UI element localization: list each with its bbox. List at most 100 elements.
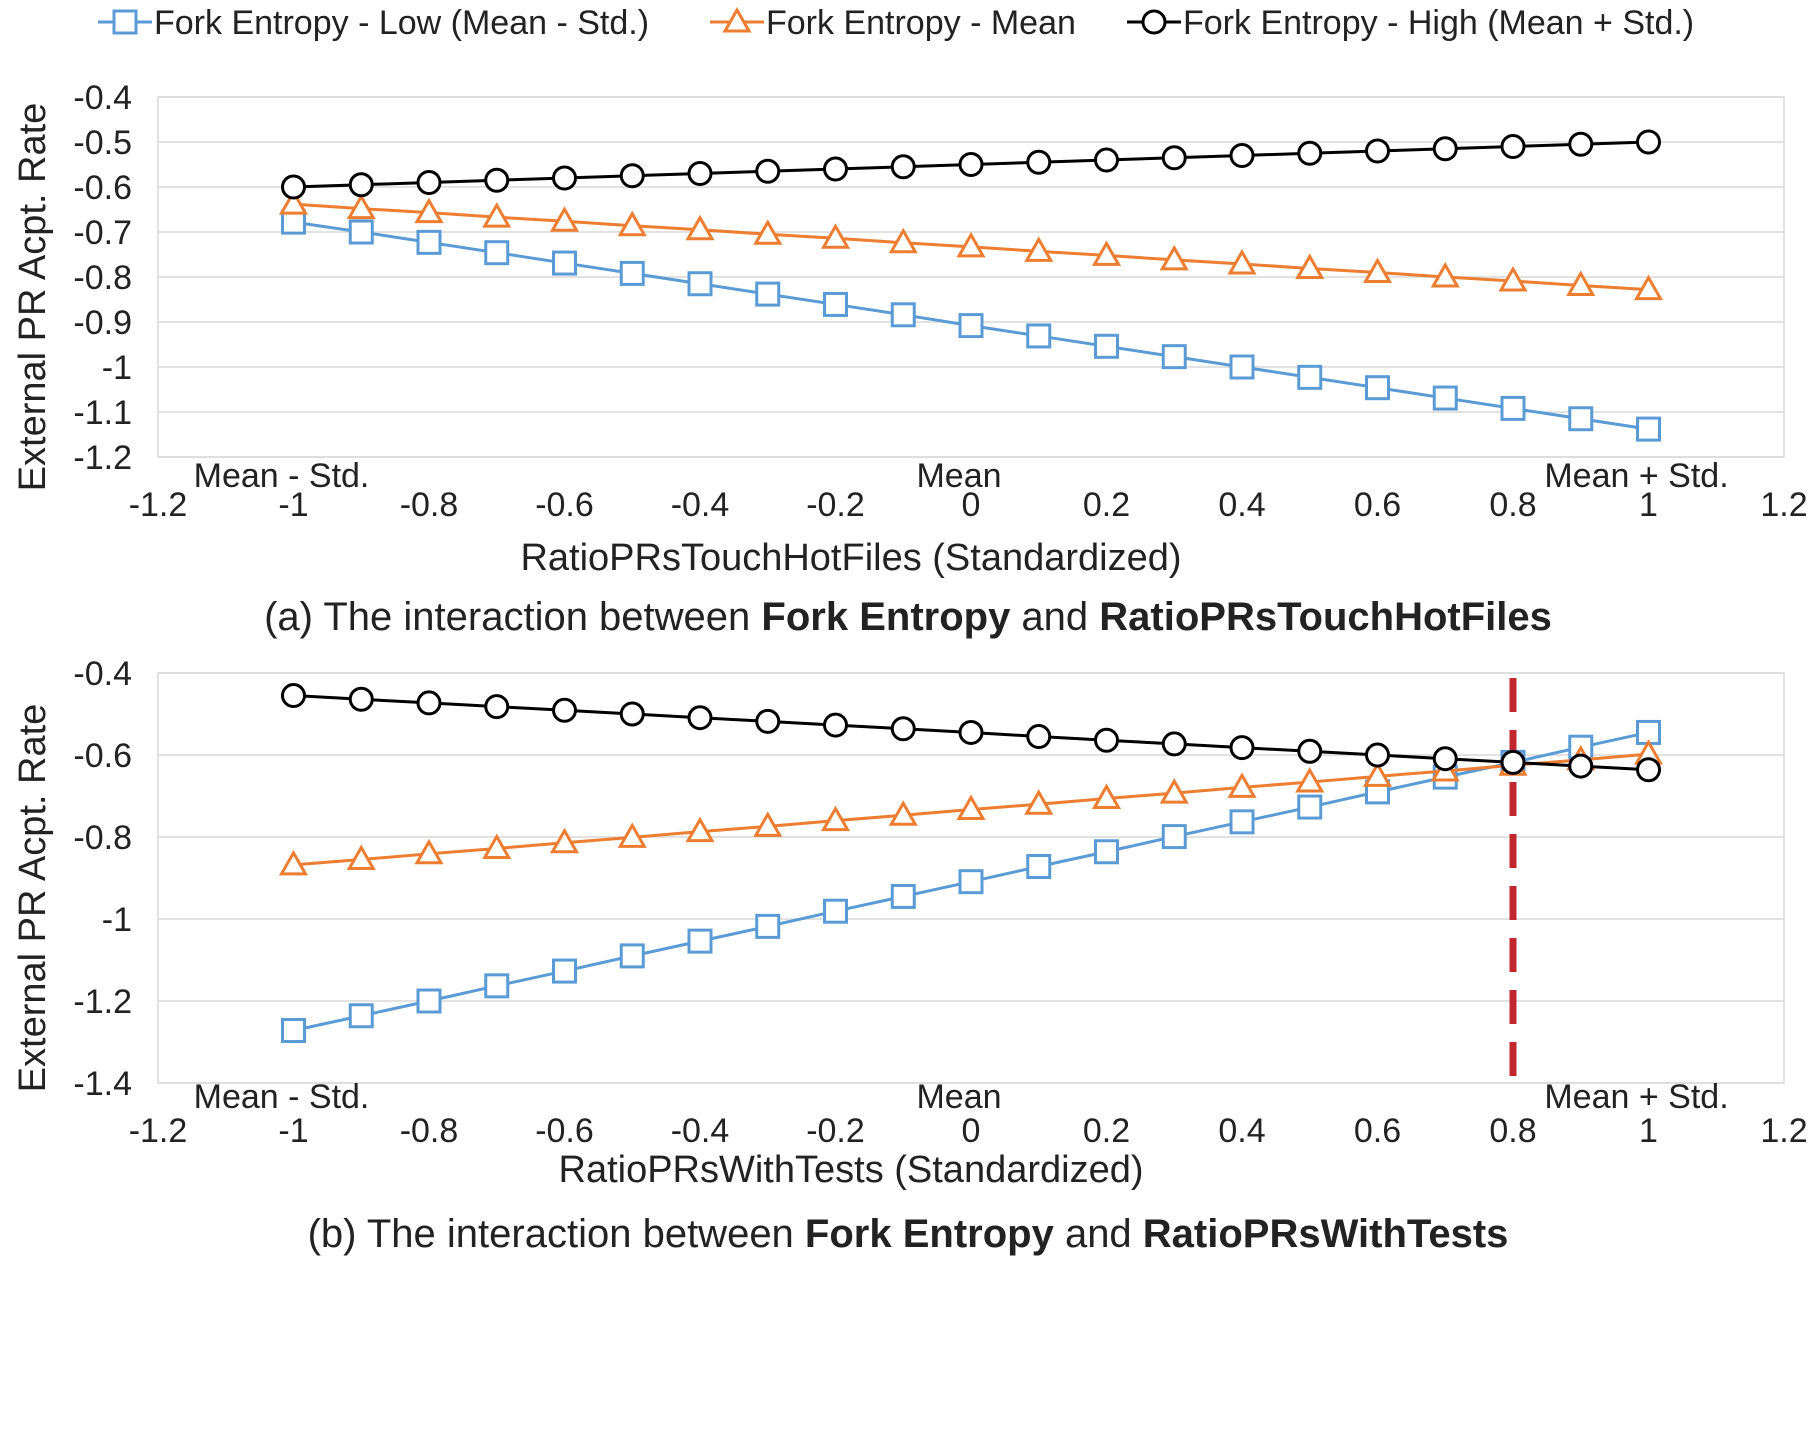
data-point <box>755 281 781 307</box>
plot-area <box>157 96 1785 458</box>
x-tick-label: 1.2 <box>1760 486 1807 524</box>
data-point <box>416 988 442 1014</box>
data-point <box>958 313 984 339</box>
data-point <box>755 708 781 734</box>
data-point <box>1498 266 1528 292</box>
caption-prefix: (b) The interaction between <box>308 1212 805 1256</box>
x-tick-label: -1.2 <box>129 486 188 524</box>
data-point <box>1568 406 1594 432</box>
caption-middle: and <box>1054 1212 1143 1256</box>
y-tick-label: -0.4 <box>73 79 132 117</box>
data-point <box>619 943 645 969</box>
y-tick-label: -0.7 <box>73 214 132 252</box>
data-point <box>1091 240 1122 266</box>
y-tick-label: -1.4 <box>73 1065 132 1103</box>
data-point <box>1091 783 1122 809</box>
annotation-label: Mean <box>916 457 1001 495</box>
data-point <box>482 202 512 228</box>
data-point <box>484 973 510 999</box>
data-point <box>414 838 444 865</box>
caption: (a) The interaction between Fork Entropy… <box>264 595 1552 639</box>
data-point <box>1227 772 1257 798</box>
data-point <box>753 811 783 837</box>
data-point <box>1365 375 1390 401</box>
x-tick-label: -0.4 <box>671 486 730 524</box>
y-tick-label: -1.2 <box>73 983 132 1021</box>
data-point <box>484 240 510 266</box>
panel-a: -0.4 -0.5 -0.6 -0.7 -0.8 -0.9 -1 -1.1 -1.2 -1.2 -1… <box>12 79 1808 639</box>
data-point <box>552 165 577 191</box>
data-point <box>552 697 577 723</box>
data-point <box>348 1003 374 1029</box>
legend-entry: Fork Entropy - High (Mean + Std.) <box>1183 4 1694 42</box>
data-point <box>755 913 781 939</box>
x-tick-label: 1 <box>1639 1112 1658 1150</box>
data-point <box>958 719 984 745</box>
data-point <box>281 174 306 200</box>
data-point <box>1636 129 1661 155</box>
data-point <box>1161 344 1187 370</box>
data-point <box>888 800 918 826</box>
y-tick-label: -1 <box>102 349 132 387</box>
data-point <box>552 250 577 276</box>
data-point <box>1026 854 1052 880</box>
x-axis-label: RatioPRsWithTests (Standardized) <box>559 1149 1144 1191</box>
x-tick-label: -0.8 <box>400 1112 459 1150</box>
data-point <box>687 161 713 186</box>
data-point <box>687 271 713 297</box>
data-point <box>890 883 916 909</box>
x-tick-label: 0.8 <box>1489 486 1536 524</box>
data-point <box>1633 274 1664 301</box>
x-tick-label: -0.2 <box>806 486 865 524</box>
data-point <box>1568 753 1594 779</box>
data-point <box>1159 778 1189 804</box>
data-point <box>484 167 510 193</box>
x-tick-label: -1 <box>278 486 308 524</box>
x-tick-label: -0.8 <box>400 486 459 524</box>
data-point <box>281 1018 306 1044</box>
x-tick-label: 0 <box>962 486 981 524</box>
data-point <box>1500 134 1526 159</box>
data-point <box>484 694 510 720</box>
x-tick-label: 0 <box>962 1112 981 1150</box>
data-point <box>958 869 984 895</box>
x-tick-label: 0.2 <box>1083 1112 1130 1150</box>
caption-bold-term-2: RatioPRsTouchHotFiles <box>1099 595 1552 639</box>
data-point <box>1161 824 1187 850</box>
data-point <box>823 712 848 738</box>
series-circle <box>281 129 1661 200</box>
data-point <box>687 705 713 731</box>
y-tick-label: -0.9 <box>73 304 132 342</box>
x-tick-label: 0.2 <box>1083 486 1130 524</box>
data-point <box>619 163 645 189</box>
data-point <box>1024 236 1054 262</box>
data-point <box>1430 261 1460 288</box>
series-triangle <box>278 739 1664 876</box>
data-point <box>823 898 848 924</box>
x-tick-label: 1.2 <box>1760 1112 1807 1150</box>
data-point <box>348 686 374 712</box>
x-tick-label: 0.4 <box>1218 1112 1265 1150</box>
data-point <box>1365 138 1390 164</box>
data-point <box>1094 727 1119 753</box>
data-point <box>1026 323 1052 349</box>
data-point <box>617 210 647 237</box>
data-point <box>1297 738 1323 764</box>
data-point <box>1227 248 1257 275</box>
y-tick-label: -0.5 <box>73 124 132 162</box>
data-point <box>1295 253 1325 279</box>
data-point <box>1229 354 1255 380</box>
data-point <box>549 206 580 232</box>
x-tick-label: -1 <box>278 1112 308 1150</box>
y-tick-label: -1.2 <box>73 439 132 477</box>
data-point <box>549 827 580 854</box>
data-point <box>1566 270 1596 297</box>
data-point <box>1094 333 1119 359</box>
annotation-label: Mean + Std. <box>1544 1078 1728 1116</box>
data-point <box>687 928 713 954</box>
data-point <box>278 189 309 215</box>
caption-prefix: (a) The interaction between <box>264 595 761 639</box>
y-axis-label: External PR Acpt. Rate <box>12 103 54 492</box>
data-point <box>820 223 851 249</box>
data-point <box>414 197 444 224</box>
